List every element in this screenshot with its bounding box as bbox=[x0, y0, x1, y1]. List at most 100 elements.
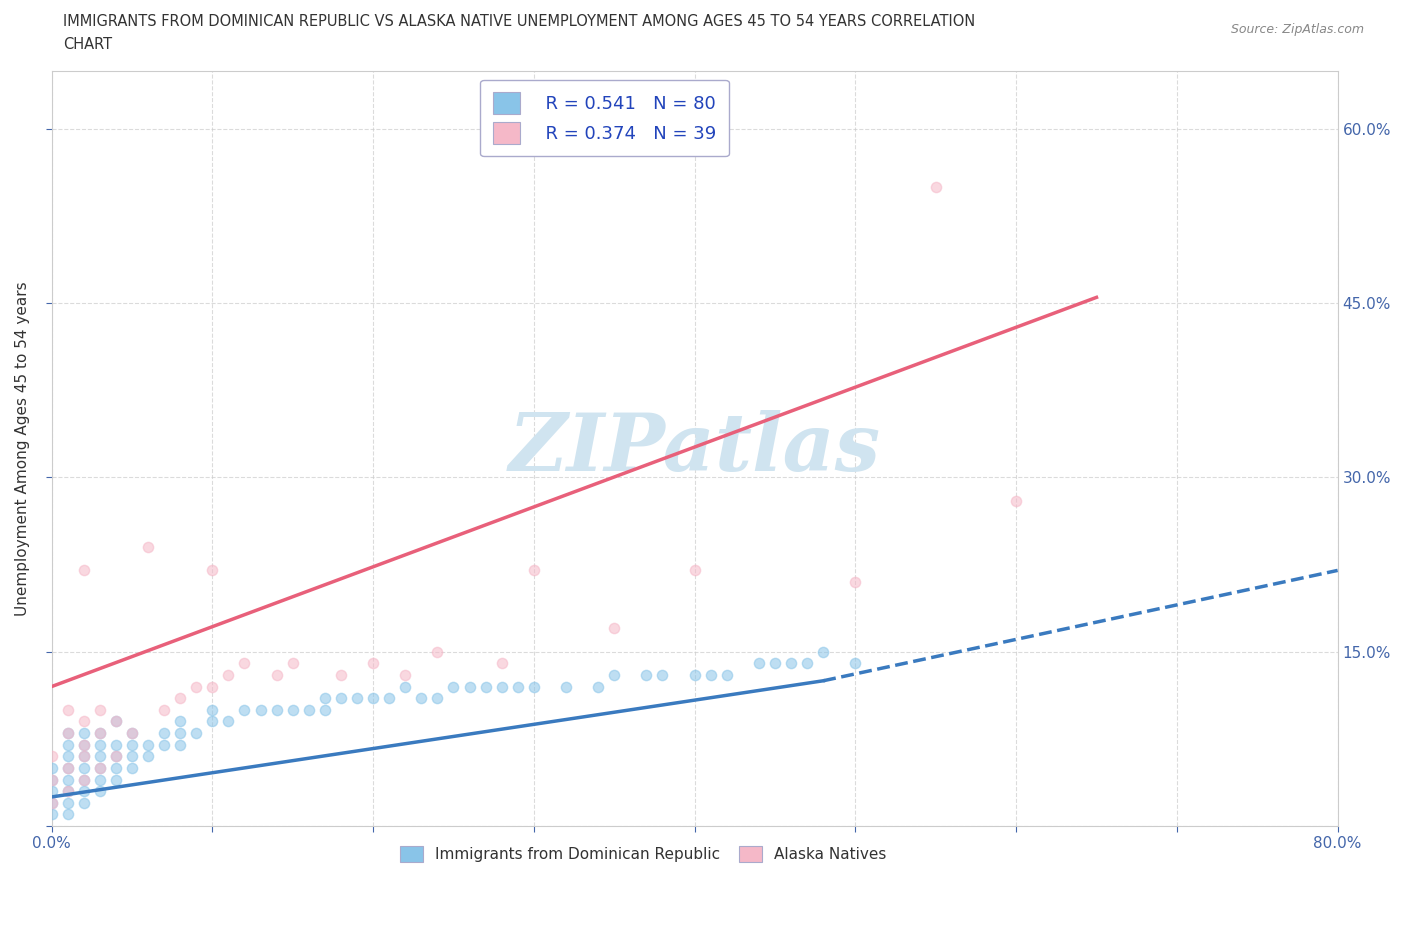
Point bbox=[136, 737, 159, 752]
Point bbox=[925, 179, 948, 194]
Point bbox=[56, 737, 79, 752]
Point bbox=[217, 714, 239, 729]
Point bbox=[89, 725, 111, 740]
Point bbox=[73, 714, 96, 729]
Point bbox=[153, 702, 176, 717]
Point bbox=[41, 749, 63, 764]
Point bbox=[73, 725, 96, 740]
Point bbox=[56, 772, 79, 787]
Point bbox=[217, 668, 239, 683]
Point bbox=[716, 668, 738, 683]
Point bbox=[298, 702, 321, 717]
Point bbox=[169, 714, 191, 729]
Point bbox=[683, 668, 706, 683]
Point bbox=[443, 679, 465, 694]
Point bbox=[281, 656, 304, 671]
Point bbox=[153, 725, 176, 740]
Point bbox=[586, 679, 609, 694]
Point bbox=[603, 668, 626, 683]
Point bbox=[89, 761, 111, 776]
Point bbox=[636, 668, 658, 683]
Point bbox=[266, 702, 288, 717]
Point bbox=[56, 761, 79, 776]
Point bbox=[523, 563, 546, 578]
Point bbox=[56, 784, 79, 799]
Point bbox=[266, 668, 288, 683]
Point bbox=[555, 679, 578, 694]
Point bbox=[104, 749, 127, 764]
Point bbox=[683, 563, 706, 578]
Point bbox=[41, 761, 63, 776]
Point bbox=[104, 737, 127, 752]
Point bbox=[329, 668, 352, 683]
Point bbox=[346, 691, 368, 706]
Point bbox=[699, 668, 721, 683]
Point bbox=[73, 795, 96, 810]
Point bbox=[361, 656, 384, 671]
Point bbox=[811, 644, 834, 659]
Point bbox=[41, 795, 63, 810]
Point bbox=[121, 749, 143, 764]
Text: ZIPatlas: ZIPatlas bbox=[509, 409, 880, 487]
Point bbox=[844, 656, 866, 671]
Point bbox=[121, 725, 143, 740]
Point bbox=[796, 656, 818, 671]
Point bbox=[73, 749, 96, 764]
Point bbox=[104, 761, 127, 776]
Point bbox=[121, 737, 143, 752]
Point bbox=[426, 691, 449, 706]
Point bbox=[603, 621, 626, 636]
Point bbox=[411, 691, 433, 706]
Point bbox=[41, 807, 63, 822]
Point bbox=[153, 737, 176, 752]
Point bbox=[458, 679, 481, 694]
Point bbox=[56, 702, 79, 717]
Point bbox=[104, 749, 127, 764]
Point bbox=[523, 679, 546, 694]
Point bbox=[169, 737, 191, 752]
Point bbox=[89, 725, 111, 740]
Point bbox=[426, 644, 449, 659]
Point bbox=[314, 691, 336, 706]
Point bbox=[73, 563, 96, 578]
Text: Source: ZipAtlas.com: Source: ZipAtlas.com bbox=[1230, 23, 1364, 36]
Legend: Immigrants from Dominican Republic, Alaska Natives: Immigrants from Dominican Republic, Alas… bbox=[391, 837, 896, 871]
Point bbox=[104, 714, 127, 729]
Point bbox=[233, 702, 256, 717]
Point bbox=[169, 725, 191, 740]
Point bbox=[394, 668, 416, 683]
Point bbox=[104, 714, 127, 729]
Point bbox=[73, 761, 96, 776]
Point bbox=[121, 761, 143, 776]
Y-axis label: Unemployment Among Ages 45 to 54 years: Unemployment Among Ages 45 to 54 years bbox=[15, 281, 30, 616]
Point bbox=[73, 737, 96, 752]
Point bbox=[136, 539, 159, 554]
Point bbox=[41, 784, 63, 799]
Point bbox=[56, 795, 79, 810]
Point bbox=[73, 772, 96, 787]
Point bbox=[329, 691, 352, 706]
Point bbox=[201, 563, 224, 578]
Point bbox=[73, 784, 96, 799]
Point bbox=[41, 772, 63, 787]
Point bbox=[56, 725, 79, 740]
Point bbox=[378, 691, 401, 706]
Point bbox=[73, 737, 96, 752]
Point bbox=[314, 702, 336, 717]
Point bbox=[763, 656, 786, 671]
Point bbox=[201, 702, 224, 717]
Point bbox=[844, 575, 866, 590]
Point bbox=[56, 807, 79, 822]
Point bbox=[361, 691, 384, 706]
Point bbox=[491, 656, 513, 671]
Point bbox=[233, 656, 256, 671]
Point bbox=[89, 784, 111, 799]
Point bbox=[169, 691, 191, 706]
Point bbox=[41, 795, 63, 810]
Point bbox=[186, 679, 208, 694]
Point bbox=[56, 761, 79, 776]
Point bbox=[748, 656, 770, 671]
Point bbox=[249, 702, 271, 717]
Point bbox=[89, 749, 111, 764]
Point bbox=[56, 749, 79, 764]
